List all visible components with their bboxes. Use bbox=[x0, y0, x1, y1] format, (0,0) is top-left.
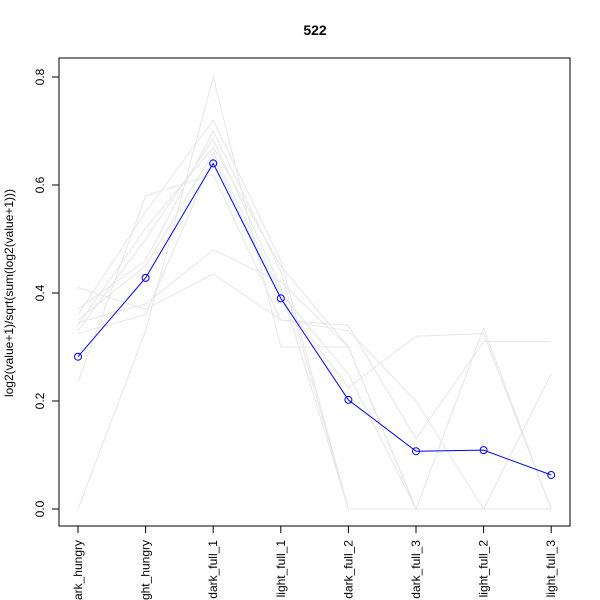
x-tick-label: dark_full_1 bbox=[206, 540, 220, 599]
highlight-series-line bbox=[77, 162, 552, 476]
background-series-line bbox=[77, 151, 552, 511]
background-series-line bbox=[77, 146, 552, 510]
y-tick-label: 0.4 bbox=[33, 284, 47, 301]
x-axis: dark_hungry light_hungry dark_full_1 light_… bbox=[71, 525, 558, 600]
x-tick-label: light_full_3 bbox=[544, 540, 558, 598]
x-tick-label: dark_full_2 bbox=[341, 540, 355, 599]
background-series-line bbox=[77, 273, 552, 510]
background-series-group bbox=[77, 75, 552, 511]
highlight-point bbox=[479, 446, 488, 455]
background-series-line bbox=[77, 75, 552, 510]
background-series-line bbox=[77, 249, 552, 510]
highlight-point bbox=[209, 159, 218, 168]
highlight-point bbox=[276, 294, 285, 303]
x-tick-label: dark_full_3 bbox=[409, 540, 423, 599]
plot-frame bbox=[58, 57, 571, 527]
y-tick-label: 0.0 bbox=[33, 500, 47, 517]
x-tick-label: dark_hungry bbox=[71, 540, 85, 600]
x-tick-label: light_hungry bbox=[139, 540, 153, 600]
highlight-series-group bbox=[74, 159, 556, 479]
y-tick-label: 0.2 bbox=[33, 392, 47, 409]
chart-title: 522 bbox=[303, 22, 327, 38]
x-tick-label: light_full_2 bbox=[477, 540, 491, 598]
x-tick-label: light_full_1 bbox=[274, 540, 288, 598]
y-axis-label: log2(value+1)/sqrt(sum(log2(value+1))) bbox=[2, 189, 16, 397]
y-tick-label: 0.8 bbox=[33, 68, 47, 85]
highlight-point bbox=[547, 470, 556, 479]
highlight-point bbox=[141, 273, 150, 282]
y-tick-label: 0.6 bbox=[33, 176, 47, 193]
highlight-point bbox=[344, 395, 353, 404]
background-series-line bbox=[77, 156, 552, 510]
highlight-point bbox=[412, 447, 420, 456]
y-axis: 0.0 0.2 0.4 0.6 0.8 bbox=[33, 68, 60, 517]
highlight-point bbox=[74, 352, 82, 361]
